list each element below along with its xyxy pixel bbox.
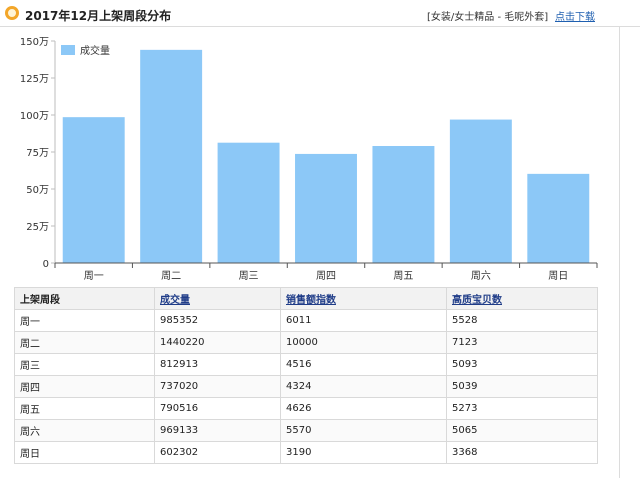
y-tick-label: 0: [43, 259, 49, 270]
table-row: 周五 790516 4626 5273: [14, 397, 598, 420]
legend-swatch: [61, 45, 75, 55]
chart-header: 2017年12月上架周段分布 [女装/女士精品 - 毛呢外套] 点击下载: [0, 0, 640, 28]
column-header-quality-items[interactable]: 高质宝贝数: [446, 287, 598, 310]
table-cell: 1440220: [154, 331, 281, 354]
table-cell: 4516: [280, 353, 447, 376]
download-link[interactable]: 点击下载: [555, 12, 595, 23]
y-tick-label: 50万: [26, 185, 49, 196]
y-tick-label: 125万: [20, 74, 49, 85]
bar: [295, 153, 357, 263]
bar: [449, 119, 512, 263]
table-row: 周四 737020 4324 5039: [14, 375, 598, 398]
panel-border: [619, 27, 620, 478]
table-cell: 10000: [280, 331, 447, 354]
table-row: 周三 812913 4516 5093: [14, 353, 598, 376]
table-cell: 5570: [280, 419, 447, 442]
page-title: 2017年12月上架周段分布: [25, 9, 172, 23]
table-cell: 周三: [14, 353, 155, 376]
bar: [140, 49, 203, 263]
table-cell: 3190: [280, 441, 447, 464]
table-cell: 5039: [446, 375, 598, 398]
table-cell: 周六: [14, 419, 155, 442]
y-tick-label: 100万: [20, 111, 49, 122]
table-cell: 3368: [446, 441, 598, 464]
x-tick-label: 周二: [161, 270, 181, 282]
table-cell: 602302: [154, 441, 281, 464]
category-label: [女装/女士精品 - 毛呢外套]: [427, 12, 549, 23]
table-cell: 5065: [446, 419, 598, 442]
x-tick-label: 周六: [471, 270, 491, 282]
table-cell: 5528: [446, 309, 598, 332]
x-tick-label: 周四: [316, 270, 336, 282]
x-tick-label: 周一: [84, 270, 104, 282]
x-tick-label: 周日: [548, 270, 568, 282]
bar: [217, 142, 280, 263]
table-header-row: 上架周段 成交量 销售额指数 高质宝贝数: [14, 287, 598, 310]
table-cell: 4324: [280, 375, 447, 398]
table-cell: 790516: [154, 397, 281, 420]
table-cell: 737020: [154, 375, 281, 398]
table-cell: 周五: [14, 397, 155, 420]
y-tick-label: 150万: [20, 37, 49, 48]
table-row: 周六 969133 5570 5065: [14, 419, 598, 442]
table-cell: 985352: [154, 309, 281, 332]
table-cell: 5093: [446, 353, 598, 376]
legend-label: 成交量: [80, 44, 110, 57]
y-tick-label: 75万: [26, 148, 49, 159]
table-cell: 4626: [280, 397, 447, 420]
x-tick-label: 周三: [239, 270, 259, 282]
table-row: 周日 602302 3190 3368: [14, 441, 598, 464]
x-tick-label: 周五: [393, 270, 413, 282]
circle-bullet-icon: [5, 6, 19, 20]
data-table: 上架周段 成交量 销售额指数 高质宝贝数 周一 985352 6011 5528 周二 1…: [14, 287, 598, 464]
bar: [527, 173, 590, 263]
bar: [372, 146, 435, 263]
column-header-period: 上架周段: [14, 287, 155, 310]
table-row: 周一 985352 6011 5528: [14, 309, 598, 332]
table-cell: 周日: [14, 441, 155, 464]
y-tick-label: 25万: [26, 222, 49, 233]
table-cell: 周二: [14, 331, 155, 354]
table-cell: 6011: [280, 309, 447, 332]
column-header-sales-index[interactable]: 销售额指数: [280, 287, 447, 310]
bar: [62, 117, 125, 263]
table-cell: 969133: [154, 419, 281, 442]
table-cell: 周一: [14, 309, 155, 332]
header-divider: [0, 26, 640, 27]
table-cell: 5273: [446, 397, 598, 420]
table-row: 周二 1440220 10000 7123: [14, 331, 598, 354]
table-cell: 812913: [154, 353, 281, 376]
table-cell: 7123: [446, 331, 598, 354]
column-header-volume[interactable]: 成交量: [154, 287, 281, 310]
table-cell: 周四: [14, 375, 155, 398]
